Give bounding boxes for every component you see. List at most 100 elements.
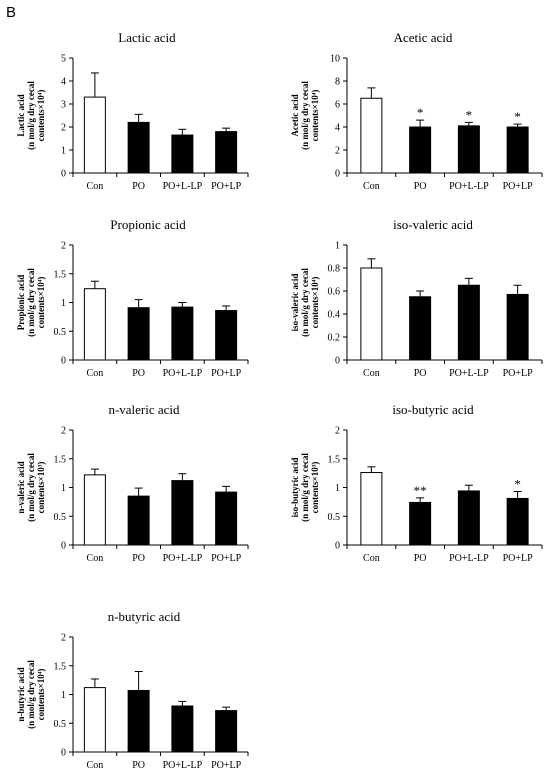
chart-title: n-butyric acid [108,609,181,624]
x-tick-label: PO+LP [211,553,242,564]
y-tick-label: 0 [61,748,66,759]
bar [171,134,194,174]
x-tick-label: PO+LP [211,368,242,379]
x-tick-label: PO+L-LP [449,368,489,379]
y-tick-label: 1 [335,241,340,252]
y-tick-label: 0 [335,356,340,367]
bar [409,296,432,361]
significance-mark: ** [414,483,427,498]
y-axis-label: (n mol/g dry cecal [26,268,36,337]
bar [409,501,432,546]
y-axis-label: n-butyric acid [16,667,26,721]
bar [127,495,150,546]
x-tick-label: Con [87,368,104,379]
y-tick-label: 1.5 [54,454,67,465]
x-tick-label: PO [132,553,145,564]
bar [127,307,150,361]
y-axis-label: contents×10⁴) [310,90,320,142]
bar [127,689,150,753]
x-tick-label: PO [414,181,427,192]
y-tick-label: 0.5 [54,512,67,523]
y-axis-label: iso-valeric acid [290,274,300,332]
y-axis-label: Propionic acid [16,275,26,331]
x-tick-label: PO+LP [211,181,242,192]
y-axis-label: (n mol/g dry cecal [26,81,36,150]
y-tick-label: 5 [61,54,66,65]
y-axis-label: (n mol/g dry cecal [26,660,36,729]
y-axis-label: iso-butyric acid [290,458,300,518]
bar [457,490,480,546]
significance-mark: * [514,109,521,124]
y-tick-label: 0.5 [54,327,67,338]
y-tick-label: 2 [61,123,66,134]
y-tick-label: 1 [335,483,340,494]
y-axis-label: (n mol/g dry cecal [300,453,310,522]
x-tick-label: PO+LP [503,553,534,564]
x-tick-label: Con [87,760,104,771]
y-axis-label: Lactic acid [16,94,26,136]
y-axis-label: contents×10³) [36,462,46,514]
bar [457,125,480,174]
y-axis-label: (n mol/g dry cecal [300,81,310,150]
bar [457,284,480,361]
y-tick-label: 2 [335,146,340,157]
y-axis-label: contents×10⁴) [310,277,320,329]
y-tick-label: 0.4 [328,310,341,321]
y-tick-label: 1.5 [54,269,67,280]
chart-title: iso-valeric acid [393,217,473,232]
y-axis-label: contents×10⁴) [36,669,46,721]
bar [215,131,238,174]
x-tick-label: PO+L-LP [163,760,203,771]
x-tick-label: PO+LP [503,368,534,379]
y-tick-label: 0 [61,356,66,367]
y-tick-label: 0.5 [54,719,67,730]
bar [83,96,106,174]
y-tick-label: 3 [61,100,66,111]
y-tick-label: 2 [335,426,340,437]
bar [83,474,106,546]
y-tick-label: 0 [335,541,340,552]
bar [83,288,106,361]
significance-mark: * [417,105,424,120]
x-tick-label: PO+L-LP [449,181,489,192]
chart-title: Propionic acid [110,217,186,232]
x-tick-label: Con [363,368,380,379]
x-tick-label: PO [132,181,145,192]
bar [83,687,106,753]
x-tick-label: PO+L-LP [163,181,203,192]
y-tick-label: 0 [335,169,340,180]
y-tick-label: 0 [61,541,66,552]
y-tick-label: 4 [61,77,66,88]
y-tick-label: 2 [61,426,66,437]
x-tick-label: Con [363,181,380,192]
y-tick-label: 0.5 [328,512,341,523]
x-tick-label: Con [87,553,104,564]
y-tick-label: 1 [61,146,66,157]
y-axis-label: Acetic acid [290,94,300,136]
x-tick-label: Con [87,181,104,192]
x-tick-label: PO [414,553,427,564]
y-tick-label: 1 [61,298,66,309]
significance-mark: * [466,107,473,122]
bar [506,497,529,546]
chart-title: iso-butyric acid [392,402,474,417]
y-tick-label: 1 [61,690,66,701]
chart-title: Lactic acid [118,30,176,45]
y-tick-label: 4 [335,123,340,134]
y-axis-label: contents×10³) [310,462,320,514]
x-tick-label: PO [132,760,145,771]
y-tick-label: 0 [61,169,66,180]
x-tick-label: Con [363,553,380,564]
bar [215,310,238,361]
y-tick-label: 6 [335,100,340,111]
y-tick-label: 0.8 [328,264,341,275]
chart-title: Acetic acid [394,30,453,45]
bar [506,293,529,361]
bar [171,306,194,361]
bar [127,121,150,174]
y-tick-label: 10 [330,54,340,65]
y-tick-label: 0.2 [328,333,341,344]
bar [171,705,194,753]
bar [360,267,383,361]
